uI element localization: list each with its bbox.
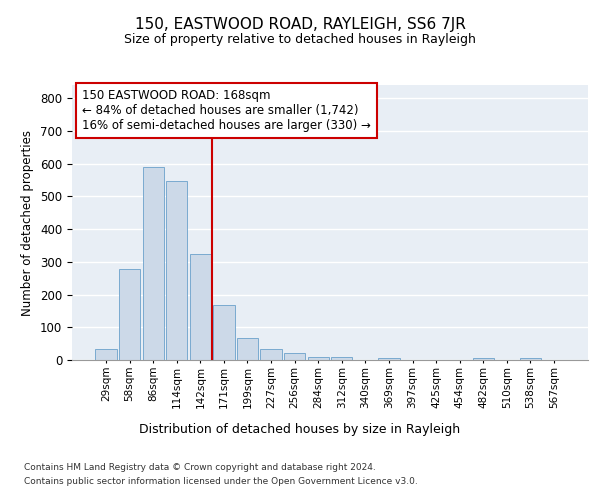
Bar <box>331 356 352 360</box>
Bar <box>520 358 541 360</box>
Bar <box>473 358 494 360</box>
Y-axis label: Number of detached properties: Number of detached properties <box>22 130 34 316</box>
Bar <box>284 354 305 360</box>
Bar <box>119 269 140 360</box>
Bar <box>143 167 164 360</box>
Bar <box>379 358 400 360</box>
Text: Distribution of detached houses by size in Rayleigh: Distribution of detached houses by size … <box>139 422 461 436</box>
Text: 150, EASTWOOD ROAD, RAYLEIGH, SS6 7JR: 150, EASTWOOD ROAD, RAYLEIGH, SS6 7JR <box>134 18 466 32</box>
Bar <box>95 348 116 360</box>
Text: Contains HM Land Registry data © Crown copyright and database right 2024.: Contains HM Land Registry data © Crown c… <box>24 462 376 471</box>
Bar <box>237 338 258 360</box>
Text: Size of property relative to detached houses in Rayleigh: Size of property relative to detached ho… <box>124 32 476 46</box>
Bar <box>166 180 187 360</box>
Bar <box>260 348 281 360</box>
Text: 150 EASTWOOD ROAD: 168sqm
← 84% of detached houses are smaller (1,742)
16% of se: 150 EASTWOOD ROAD: 168sqm ← 84% of detac… <box>82 89 371 132</box>
Bar <box>190 254 211 360</box>
Bar <box>214 305 235 360</box>
Bar <box>308 356 329 360</box>
Text: Contains public sector information licensed under the Open Government Licence v3: Contains public sector information licen… <box>24 478 418 486</box>
